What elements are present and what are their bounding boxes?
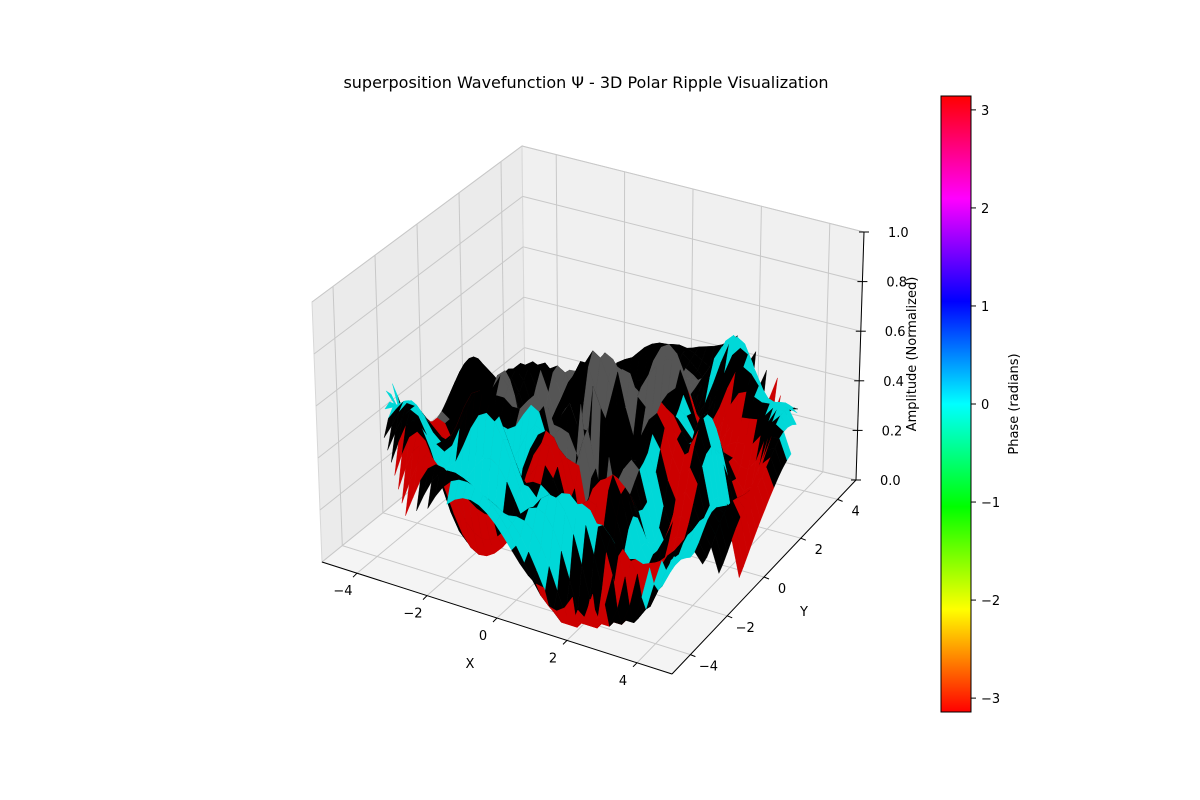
colorbar-ticks: −3 −2 −1 0 1 2 3 [971,104,1000,707]
gridline-left-z [311,145,523,303]
x-tick-label: 4 [619,674,627,689]
y-tick-label: 0 [778,582,786,597]
colorbar-tick-label: 3 [981,104,989,119]
x-tick-mark [562,640,568,645]
z-ticks: 0.0 0.2 0.4 0.6 0.8 1.0 [851,226,909,489]
y-tick-mark [690,654,696,658]
gridline-left-z [313,196,523,355]
surface-patch [678,557,691,561]
colorbar-tick-label: −3 [981,692,1000,707]
surface-patch [564,596,578,628]
gridline-back-x [822,223,831,472]
colorbar-tick-label: −1 [981,496,1000,511]
z-tick-label: 1.0 [888,226,909,241]
colorbar-label: Phase (radians) [1007,353,1022,454]
z-tick-label: 0.8 [886,276,907,291]
x-tick-mark [492,617,498,623]
x-tick-mark [632,662,638,668]
surface-patch [604,575,618,628]
colorbar-tick-label: 2 [981,202,989,217]
colorbar: −3 −2 −1 0 1 2 3 Phase (radians) [940,95,1022,713]
y-axis-label: Y [799,605,808,620]
colorbar-tick-label: 1 [981,300,989,315]
colorbar-strip [940,95,972,713]
gridline-back-x [555,154,559,407]
gridline-back-z [523,246,861,332]
x-tick-label: −2 [403,607,422,622]
z-axis-line [855,231,865,481]
x-tick-label: 2 [549,651,557,666]
z-tick-label: 0.6 [885,325,906,340]
z-tick-label: 0.2 [882,424,903,439]
x-ticks: −4 −2 0 2 4 [333,572,638,689]
surface-patch [731,527,744,579]
gridline-left-y [332,286,343,546]
gridline-back-z [522,195,863,283]
y-tick-label: 4 [851,504,859,519]
gridline-back-z [521,145,865,233]
colorbar-tick-label: 0 [981,398,989,413]
x-tick-mark [422,595,428,600]
y-tick-mark [800,537,806,541]
gridline-left-z [315,246,524,407]
gridline-left-y [374,255,384,513]
x-axis-label: X [466,657,475,672]
gridline-floor-y [342,545,691,656]
wavefunction-surface [383,334,798,629]
y-tick-mark [727,615,733,619]
y-tick-mark [837,498,843,502]
gridline-back-z [523,296,860,382]
x-tick-label: −4 [333,584,352,599]
x-tick-label: 0 [479,629,487,644]
y-tick-label: 2 [815,543,823,558]
y-ticks: −4 −2 0 2 4 [690,498,860,675]
y-tick-label: −4 [699,660,718,675]
y-tick-label: −2 [736,621,755,636]
z-tick-label: 0.4 [883,375,904,390]
x-tick-mark [352,572,358,578]
chart-title: superposition Wavefunction Ψ - 3D Polar … [343,73,828,92]
y-tick-mark [763,576,770,580]
axes-3d: −4 −2 0 2 4 −4 −2 0 2 4 0.0 0.2 0.4 0.6 0.8 1.0 X Y A… [311,145,920,689]
surface-patch [694,541,708,565]
gridline-left-z [317,296,525,459]
surface-patch [710,534,724,574]
z-axis-label: Amplitude (Normalized) [905,277,920,432]
z-tick-label: 0.0 [880,474,901,489]
colorbar-tick-label: −2 [981,594,1000,609]
